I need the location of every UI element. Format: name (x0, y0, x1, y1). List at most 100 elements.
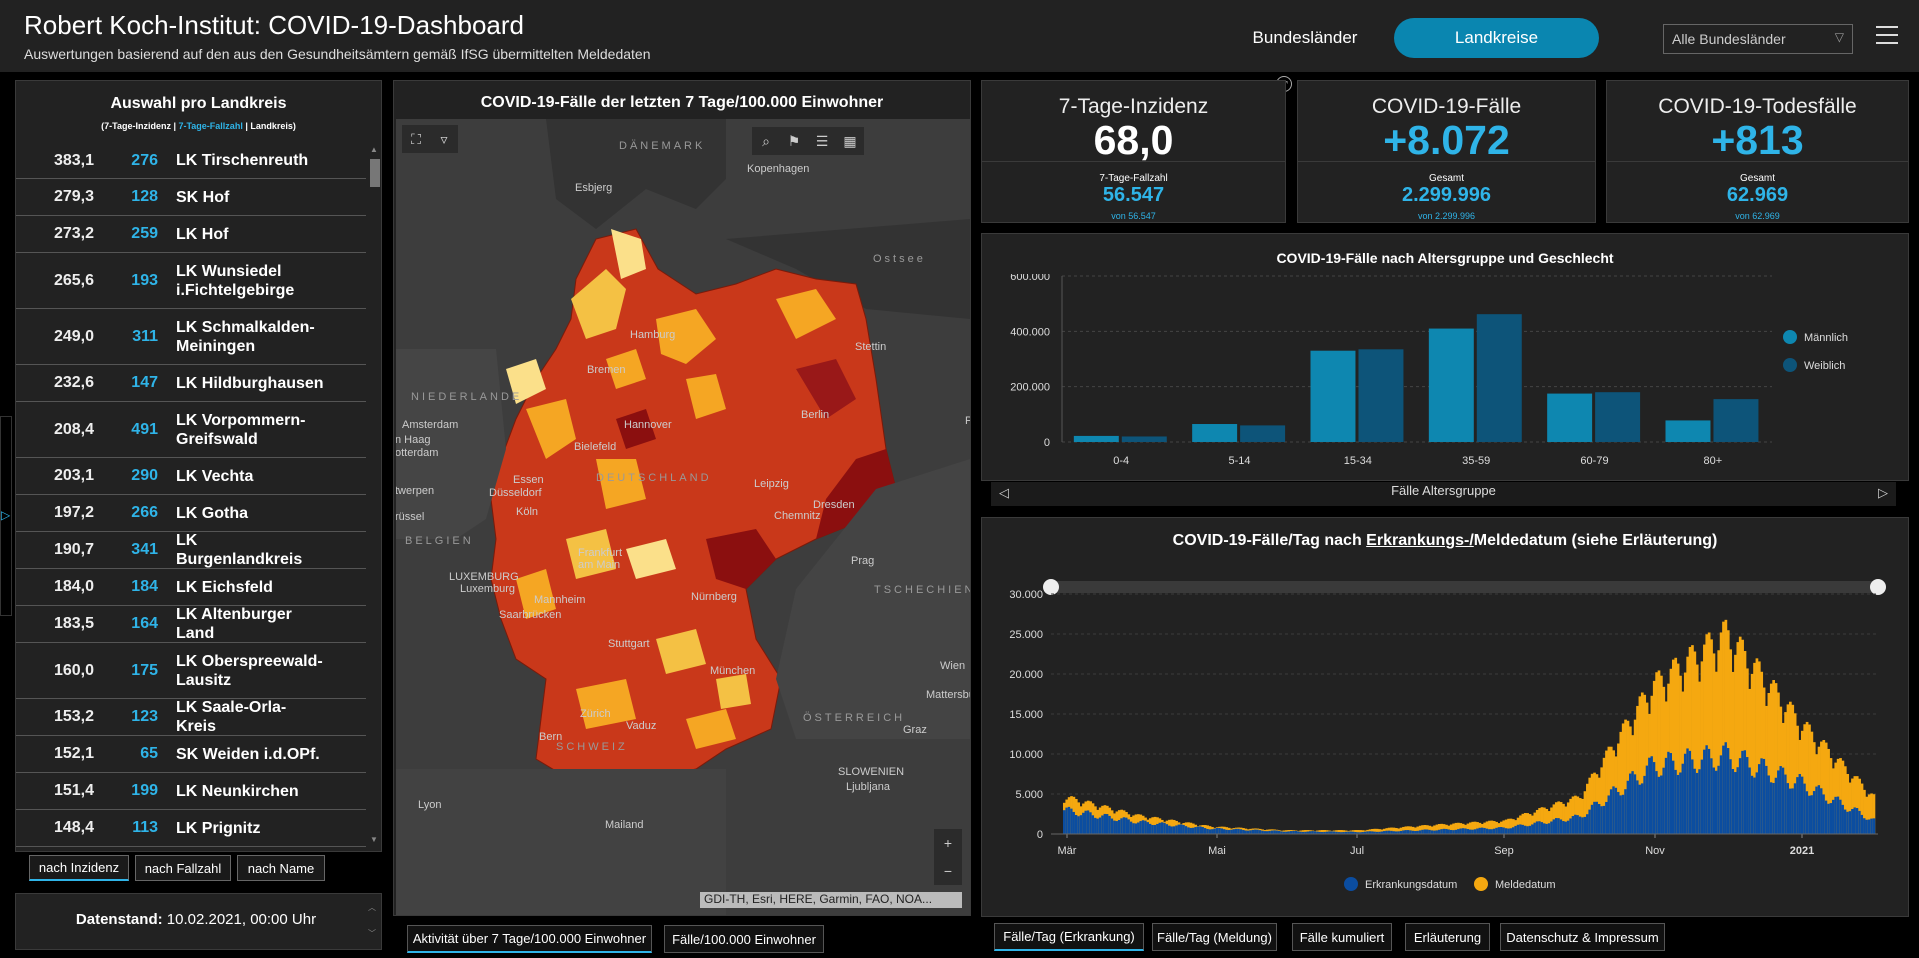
landkreis-name: LK Neunkirchen (176, 782, 299, 800)
bar-erkrankung (1526, 826, 1530, 834)
list-item[interactable]: 190,7 341 LK Burgenlandkreis (16, 532, 366, 569)
bar-erkrankung (1308, 831, 1312, 834)
bar-erkrankung (1182, 824, 1186, 834)
left-edge-handle[interactable] (0, 416, 12, 616)
bar-erkrankung (1332, 831, 1336, 834)
tab-epi-4[interactable]: Datenschutz & Impressum (1500, 923, 1665, 951)
bar-erkrankung (1490, 829, 1494, 834)
bar-meldedatum (1356, 830, 1360, 834)
case-count: 123 (131, 708, 158, 725)
search-icon[interactable]: ⌕ (752, 127, 780, 155)
list-item[interactable]: 249,0 311 LK Schmalkalden-Meiningen (16, 309, 366, 365)
map-label: SLOWENIEN (838, 766, 905, 778)
list-item[interactable]: 232,6 147 LK Hildburghausen (16, 365, 366, 402)
bar-erkrankung (1469, 829, 1472, 834)
list-item[interactable]: 208,4 491 LK Vorpommern-Greifswald (16, 402, 366, 458)
bar-meldedatum (1433, 825, 1436, 834)
card-label: Gesamt (1739, 173, 1775, 184)
list-item[interactable]: 279,3 128 SK Hof (16, 179, 366, 216)
bar-erkrankung (1760, 758, 1764, 834)
bar-meldedatum (1569, 798, 1572, 834)
list-item[interactable]: 273,2 259 LK Hof (16, 216, 366, 253)
bar-erkrankung (1497, 827, 1501, 834)
expand-left-icon[interactable]: ▷ (1, 508, 11, 522)
bar-erkrankung (1270, 830, 1274, 834)
sort-by-cases-button[interactable]: nach Fallzahl (135, 855, 231, 881)
bar-erkrankung (1803, 783, 1807, 834)
tab-epi-1[interactable]: Fälle/Tag (Meldung) (1152, 923, 1277, 951)
bar-erkrankung (1282, 831, 1286, 834)
bar-meldedatum (1851, 778, 1854, 834)
bar-erkrankung (1423, 829, 1427, 834)
bar-erkrankung (1180, 824, 1183, 834)
bar-erkrankung (1375, 831, 1379, 834)
scrollbar-thumb[interactable] (370, 159, 380, 187)
list-item[interactable]: 265,6 193 LK Wunsiedel i.Fichtelgebirge (16, 253, 366, 309)
epi-chart-svg[interactable]: 0 5.000 10.000 15.000 20.000 25.000 30.000 Mär M… (982, 518, 1908, 916)
list-item[interactable]: 183,5 164 LK Altenburger Land (16, 606, 366, 643)
card-sub-value: 56.547 (1102, 184, 1165, 206)
tab-cases-per-100k[interactable]: Fälle/100.000 Einwohner (664, 925, 824, 953)
list-item[interactable]: 151,4 199 LK Neunkirchen (16, 773, 366, 810)
sort-by-name-button[interactable]: nach Name (237, 855, 325, 881)
tab-epi-0[interactable]: Fälle/Tag (Erkrankung) (994, 923, 1144, 951)
case-count: 113 (132, 819, 158, 836)
bar-meldedatum (1337, 830, 1341, 834)
list-item[interactable]: 203,1 290 LK Vechta (16, 458, 366, 495)
bar-meldedatum (1373, 828, 1377, 834)
sort-by-incidence-button[interactable]: nach Inzidenz (29, 855, 129, 881)
bar-meldedatum (1440, 823, 1444, 834)
choropleth-map[interactable]: ⛶ ▿ ⌕ ⚑ ☰ ▦ + − DÄNEMARK Esbjerg Kopenha… (396, 119, 970, 915)
legend-icon[interactable]: ☰ (808, 127, 836, 155)
bar-männlich (1665, 420, 1711, 442)
bar-erkrankung (1762, 758, 1766, 834)
select-icon[interactable]: ⛶ (402, 125, 430, 153)
bar-erkrankung (1464, 828, 1467, 834)
bar-erkrankung (1832, 799, 1835, 834)
zoom-in-icon[interactable]: + (934, 829, 962, 857)
bar-meldedatum (1562, 803, 1565, 834)
basemap-icon[interactable]: ▦ (836, 127, 864, 155)
map-label: München (710, 665, 756, 677)
landkreise-button[interactable]: Landkreise (1394, 18, 1599, 58)
prev-icon[interactable]: ◁ (999, 485, 1009, 500)
map-label: Dresden (813, 499, 855, 511)
bar-erkrankung (1158, 822, 1162, 834)
map-label: TSCHECHIEN (874, 584, 970, 596)
list-item[interactable]: 152,1 65 SK Weiden i.d.OPf. (16, 736, 366, 773)
incidence-value: 184,0 (53, 578, 94, 595)
tab-epi-2[interactable]: Fälle kumuliert (1292, 923, 1392, 951)
next-icon[interactable]: ▷ (1878, 485, 1888, 500)
list-item[interactable]: 160,0 175 LK Oberspreewald-Lausitz (16, 643, 366, 699)
y-tick-label: 25.000 (1009, 629, 1043, 641)
dropdown-icon[interactable]: ▿ (430, 125, 458, 153)
state-select[interactable]: Alle Bundesländer ▽ (1663, 24, 1853, 54)
zoom-out-icon[interactable]: − (934, 857, 962, 885)
list-item[interactable]: 184,0 184 LK Eichsfeld (16, 569, 366, 606)
bar-erkrankung (1471, 829, 1475, 834)
map-label: ÖSTERREICH (803, 712, 906, 724)
bundeslaender-button[interactable]: Bundesländer (1252, 28, 1358, 47)
bar-meldedatum (1865, 796, 1869, 834)
bar-meldedatum (1390, 827, 1393, 834)
bar-erkrankung (1340, 832, 1343, 834)
list-scrollbar[interactable]: ▲ ▼ (368, 145, 382, 845)
landkreis-name: SK Weiden i.d.OPf. (176, 745, 320, 763)
y-tick-label: 15.000 (1009, 709, 1043, 721)
list-item[interactable]: 153,2 123 LK Saale-Orla-Kreis (16, 699, 366, 736)
tab-epi-3[interactable]: Erläuterung (1405, 923, 1490, 951)
menu-icon[interactable] (1876, 26, 1898, 46)
bookmark-icon[interactable]: ⚑ (780, 127, 808, 155)
list-item[interactable]: 197,2 266 LK Gotha (16, 495, 366, 532)
bar-erkrankung (1629, 773, 1632, 834)
bar-erkrankung (1619, 795, 1623, 834)
list-item[interactable]: 148,4 113 LK Prignitz (16, 810, 366, 847)
list-item[interactable]: 383,1 276 LK Tirschenreuth (16, 143, 366, 179)
tab-activity-7days[interactable]: Aktivität über 7 Tage/100.000 Einwohner (407, 925, 652, 953)
bar-meldedatum (1712, 653, 1716, 834)
bar-erkrankung (1356, 832, 1360, 834)
bar-erkrankung (1249, 830, 1252, 834)
bar-erkrankung (1600, 806, 1604, 834)
bar-meldedatum (1863, 789, 1866, 834)
bar-erkrankung (1679, 772, 1682, 834)
